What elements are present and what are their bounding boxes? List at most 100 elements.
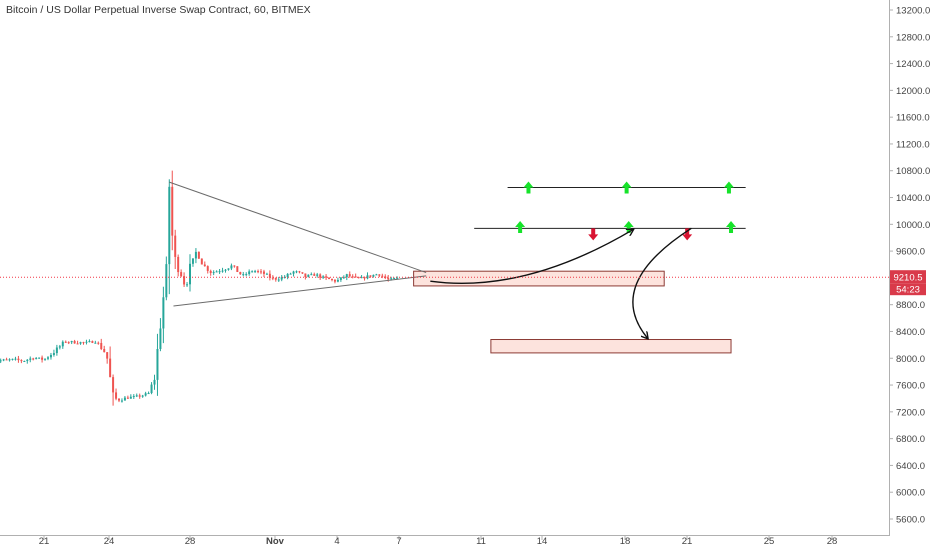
candle-body	[336, 279, 339, 282]
candle-body	[298, 271, 301, 273]
y-tick-label: 7200.0	[896, 407, 925, 418]
candle-body	[384, 276, 387, 278]
x-tick-label: 21	[39, 536, 50, 547]
candle-body	[118, 398, 121, 401]
candle-body	[292, 271, 295, 274]
candle-body	[360, 277, 363, 279]
x-tick-label: 11	[476, 536, 486, 547]
candle-body	[183, 276, 186, 285]
chart-title: Bitcoin / US Dollar Perpetual Inverse Sw…	[6, 4, 311, 16]
y-tick-label: 8000.0	[896, 354, 925, 365]
triangle-upper-line[interactable]	[169, 181, 427, 274]
candle-body	[289, 273, 292, 275]
triangle-lower-line[interactable]	[173, 275, 427, 307]
candle-body	[194, 251, 197, 259]
candle-body	[20, 360, 23, 362]
candle-body	[224, 269, 227, 271]
x-tick-label: 7	[396, 536, 401, 547]
candle-body	[35, 358, 38, 360]
candle-body	[97, 342, 100, 344]
candle-body	[26, 359, 29, 361]
x-tick-label: 4	[334, 536, 339, 547]
up-arrow-icon	[523, 181, 534, 194]
candle-body	[38, 357, 41, 359]
candle-body	[8, 359, 11, 361]
candle-body	[381, 275, 384, 277]
candle-body	[212, 272, 215, 274]
candle-body	[260, 271, 263, 273]
zone-layer	[413, 270, 732, 354]
candle-body	[73, 341, 76, 344]
candle-body	[76, 343, 79, 345]
candle-body	[322, 276, 325, 278]
y-tick-label: 12000.0	[896, 86, 930, 97]
projection-curve[interactable]	[632, 227, 692, 338]
candle-body	[88, 341, 91, 343]
candle-body	[274, 278, 277, 280]
candle-body	[168, 186, 171, 265]
candle-body	[11, 358, 14, 360]
candle-body	[79, 342, 82, 344]
candle-body	[339, 277, 342, 280]
candle-body	[268, 273, 271, 278]
y-tick-label: 8800.0	[896, 300, 925, 311]
candle-body	[100, 342, 103, 349]
candle-body	[283, 277, 286, 279]
candle-body	[67, 342, 70, 344]
candle-body	[265, 273, 268, 275]
candle-body	[316, 274, 319, 276]
candle-body	[44, 358, 47, 360]
candle-body	[112, 377, 115, 393]
candle-body	[342, 277, 345, 279]
candle-body	[0, 360, 2, 362]
candle-body	[180, 272, 183, 277]
candle-body	[331, 279, 334, 281]
candle-body	[230, 265, 233, 269]
candle-body	[144, 393, 147, 396]
candle-body	[123, 397, 126, 401]
candle-body	[200, 258, 203, 265]
candle-body	[58, 346, 61, 348]
y-tick-label: 12800.0	[896, 32, 930, 43]
candle-body	[61, 341, 64, 347]
projection-curve[interactable]	[430, 230, 633, 284]
candle-body	[307, 274, 310, 277]
candle-body	[106, 352, 109, 359]
candle-body	[286, 273, 289, 278]
x-tick-label: Nov	[266, 536, 285, 547]
candle-body	[49, 354, 52, 358]
candle-body	[29, 358, 32, 360]
down-arrow-icon	[588, 228, 599, 241]
x-tick-label: 28	[827, 536, 838, 547]
candle-body	[227, 268, 230, 270]
drawings-layer	[169, 181, 746, 338]
candle-body	[366, 275, 369, 279]
candle-body	[115, 392, 118, 399]
candle-body	[5, 359, 8, 361]
y-tick-label: 6400.0	[896, 461, 925, 472]
candle-body	[126, 397, 129, 399]
candle-body	[345, 274, 348, 278]
candle-body	[64, 341, 67, 343]
candle-body	[251, 271, 254, 273]
candle-body	[129, 396, 132, 399]
y-tick-label: 10800.0	[896, 166, 930, 177]
countdown-badge	[890, 283, 926, 296]
candle-body	[91, 341, 94, 343]
candle-body	[153, 379, 156, 385]
candle-body	[85, 341, 88, 343]
candle-body	[103, 348, 106, 353]
candle-body	[159, 328, 162, 350]
candle-body	[120, 400, 123, 402]
up-arrow-icon	[621, 181, 632, 194]
candle-body	[47, 357, 50, 359]
candle-body	[372, 274, 375, 277]
up-arrow-icon	[723, 181, 734, 194]
up-arrow-icon	[623, 220, 634, 233]
highlight-zone[interactable]	[490, 339, 732, 354]
x-tick-label: 18	[620, 536, 631, 547]
candle-body	[41, 357, 44, 360]
candle-body	[236, 266, 239, 272]
candle-body	[32, 358, 35, 360]
